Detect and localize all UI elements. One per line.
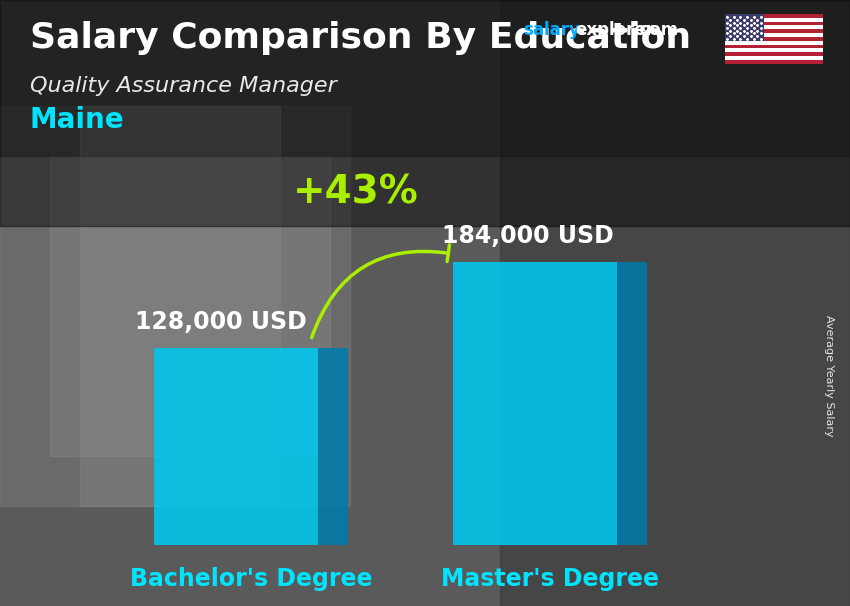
Bar	[80, 106, 280, 506]
Bar	[725, 25, 823, 29]
Text: salary: salary	[523, 21, 580, 39]
Bar	[725, 14, 764, 41]
Bar	[725, 18, 823, 22]
Text: 128,000 USD: 128,000 USD	[135, 310, 307, 334]
Text: Bachelor's Degree: Bachelor's Degree	[130, 567, 372, 591]
Bar	[0, 0, 850, 156]
Text: Maine: Maine	[30, 106, 124, 134]
Bar	[725, 60, 823, 64]
Text: Quality Assurance Manager: Quality Assurance Manager	[30, 76, 337, 96]
Bar	[500, 0, 850, 606]
Bar	[725, 29, 823, 33]
Bar	[0, 0, 850, 226]
Polygon shape	[453, 262, 617, 545]
Bar	[725, 14, 823, 18]
Bar	[725, 52, 823, 56]
Polygon shape	[318, 348, 348, 545]
Bar	[50, 156, 330, 456]
Text: Salary Comparison By Education: Salary Comparison By Education	[30, 21, 691, 55]
Text: Master's Degree: Master's Degree	[441, 567, 659, 591]
Bar	[725, 33, 823, 37]
Bar	[725, 22, 823, 25]
Bar	[0, 106, 350, 506]
Text: 184,000 USD: 184,000 USD	[442, 224, 614, 248]
Text: +43%: +43%	[292, 173, 418, 211]
Text: Average Yearly Salary: Average Yearly Salary	[824, 315, 834, 436]
Text: explorer: explorer	[575, 21, 654, 39]
Text: .com: .com	[633, 21, 678, 39]
Polygon shape	[154, 348, 318, 545]
Bar	[725, 41, 823, 44]
Bar	[725, 56, 823, 60]
Polygon shape	[617, 262, 648, 545]
Bar	[725, 48, 823, 52]
Bar	[725, 37, 823, 41]
Bar	[725, 44, 823, 48]
